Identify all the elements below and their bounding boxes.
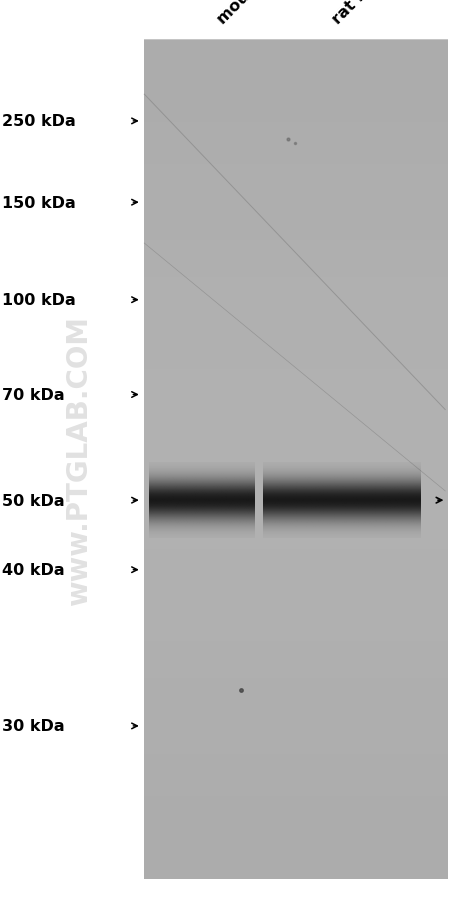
Text: mouse brain: mouse brain bbox=[214, 0, 304, 27]
Text: 70 kDa: 70 kDa bbox=[2, 388, 65, 402]
Text: www.PTGLAB.COM: www.PTGLAB.COM bbox=[65, 315, 93, 605]
Text: 30 kDa: 30 kDa bbox=[2, 719, 65, 733]
Text: 100 kDa: 100 kDa bbox=[2, 293, 76, 308]
Text: 40 kDa: 40 kDa bbox=[2, 563, 65, 577]
Text: 250 kDa: 250 kDa bbox=[2, 115, 76, 129]
Text: rat brain: rat brain bbox=[329, 0, 396, 27]
Bar bbox=[144, 41, 448, 879]
Text: 150 kDa: 150 kDa bbox=[2, 196, 76, 210]
Text: 50 kDa: 50 kDa bbox=[2, 493, 65, 508]
